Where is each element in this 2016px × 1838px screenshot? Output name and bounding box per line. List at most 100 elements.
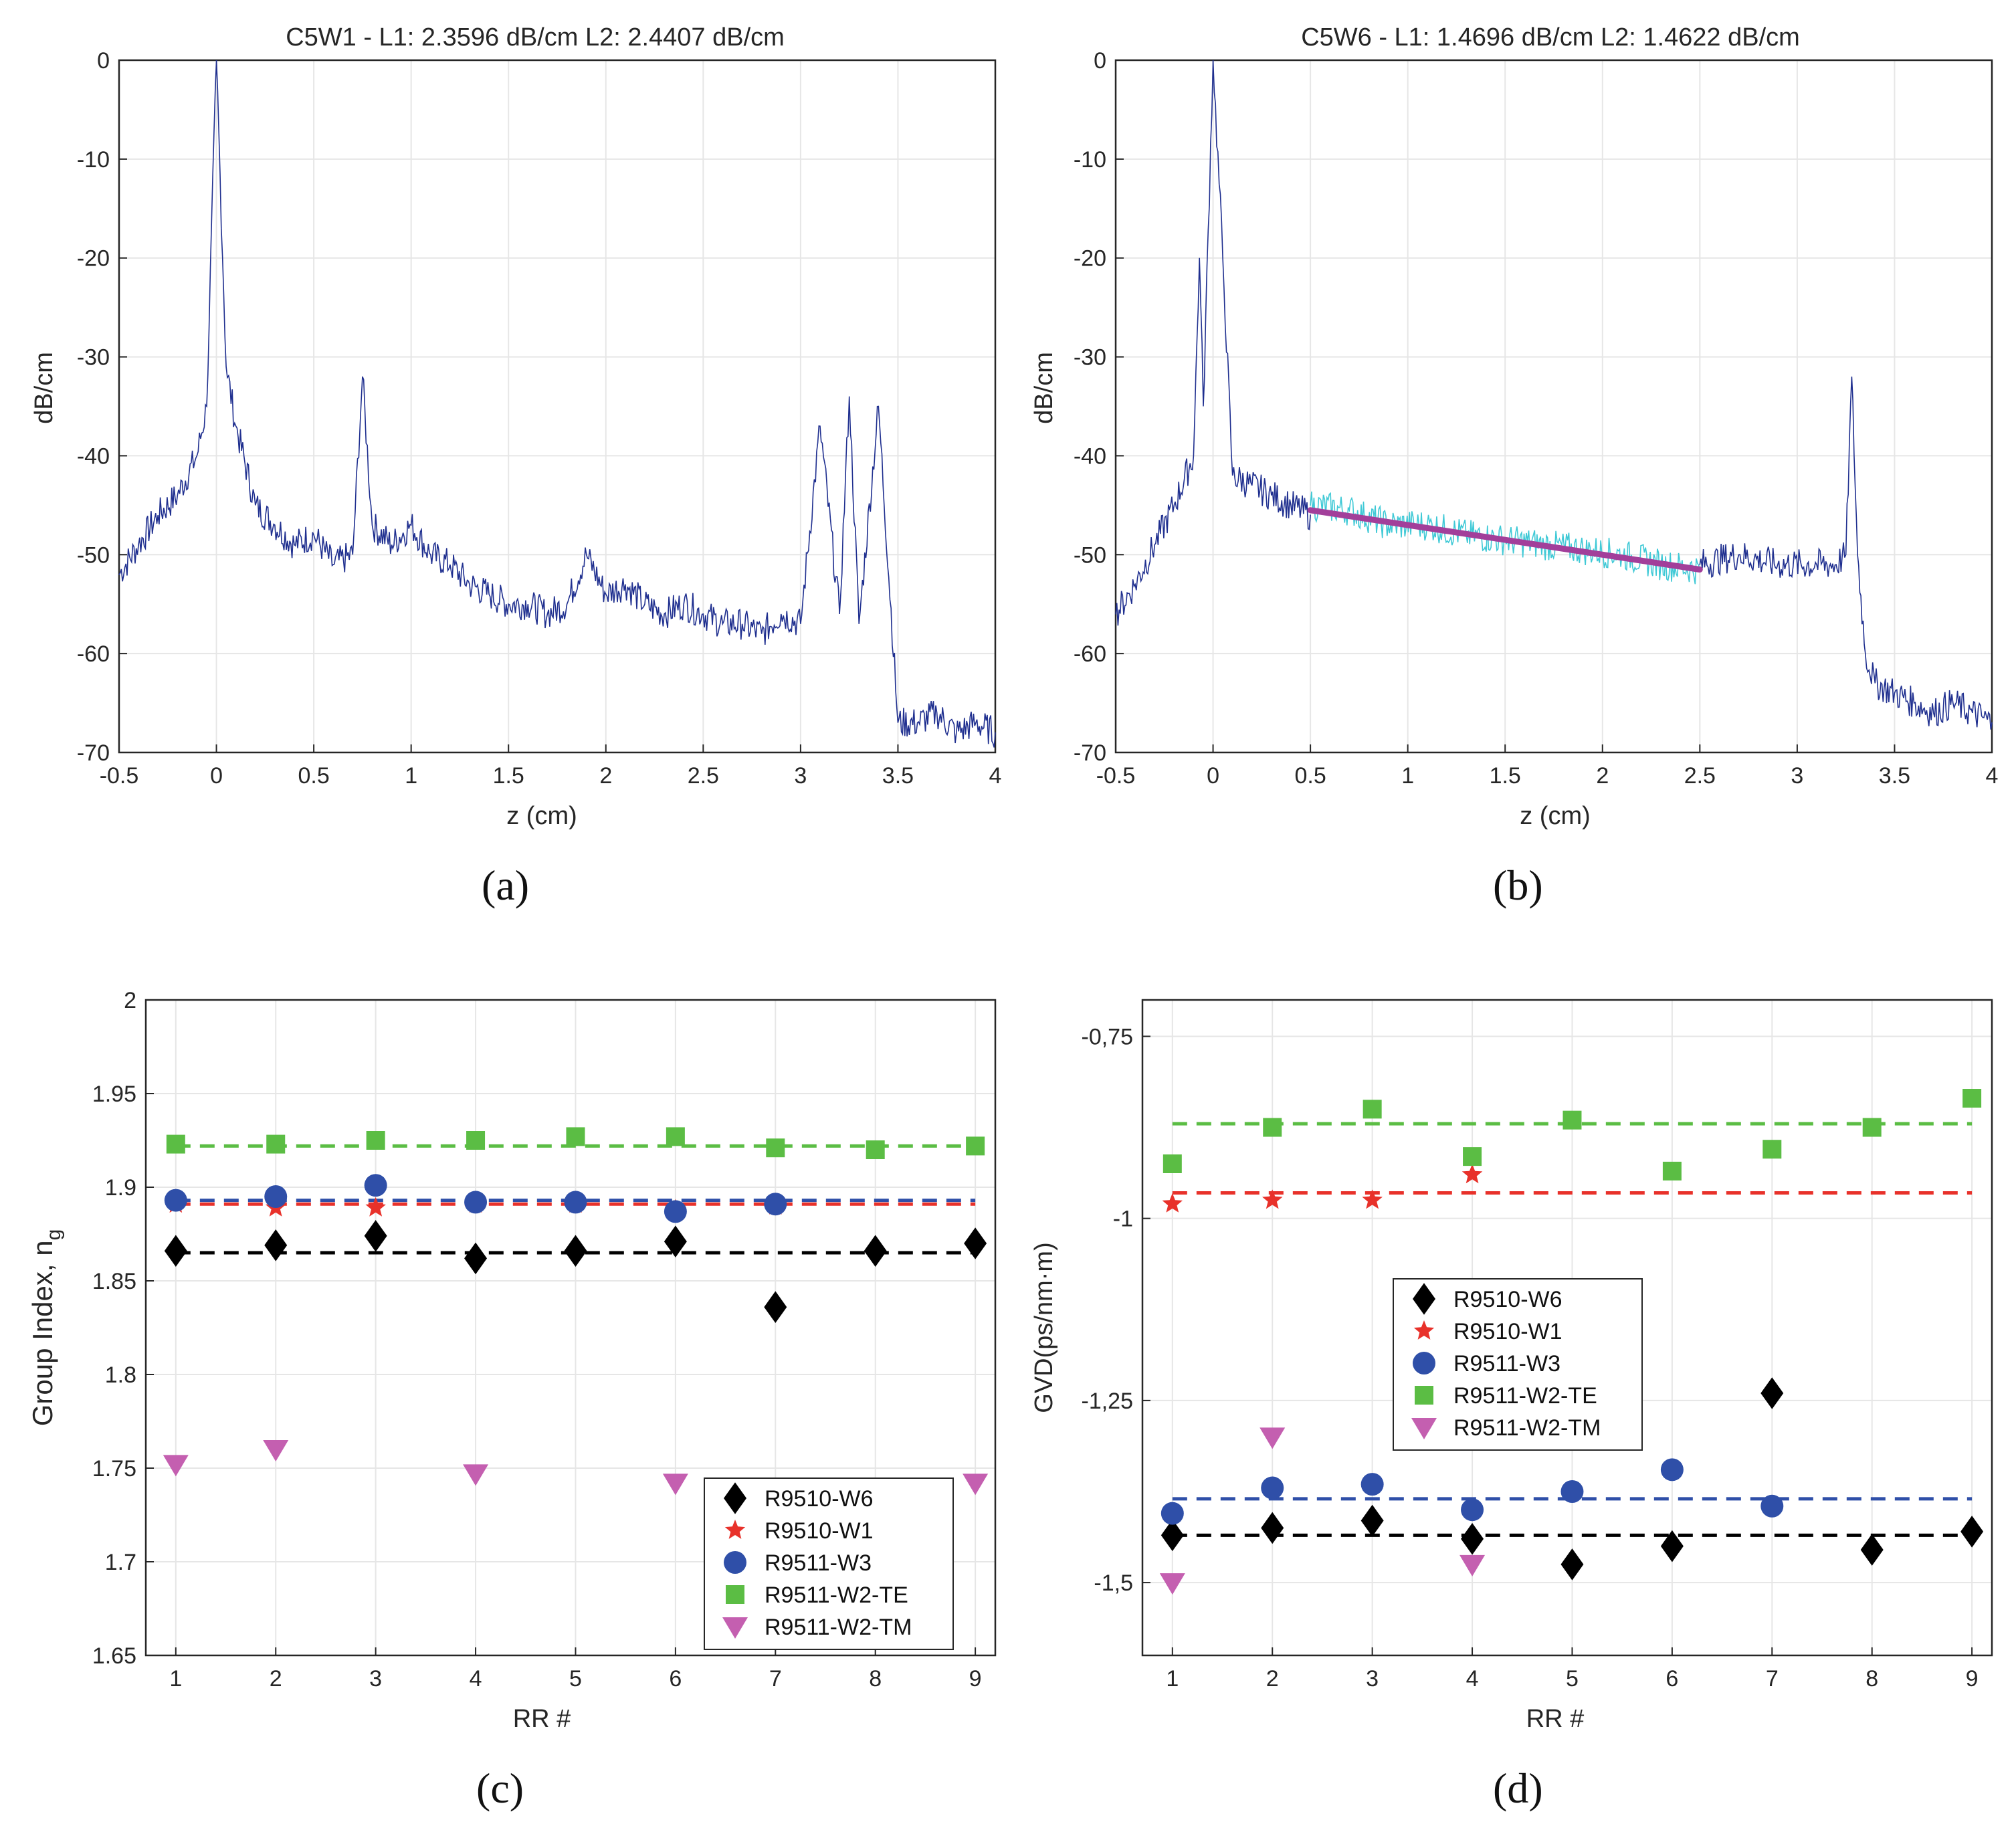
data-point-R9511-W2-TM <box>662 1473 688 1496</box>
data-point-R9511-W3 <box>764 1193 787 1216</box>
legend-marker <box>1413 1352 1435 1374</box>
x-tick-label: 2 <box>1596 763 1609 789</box>
data-point-R9511-W3 <box>164 1189 187 1212</box>
data-point-R9511-W2-TE <box>1862 1118 1882 1137</box>
x-tick-label: 9 <box>969 1666 982 1692</box>
y-tick-label: 1.95 <box>92 1082 136 1107</box>
x-tick-label: 3 <box>1791 763 1803 789</box>
data-point-R9511-W2-TM <box>163 1455 189 1477</box>
y-tick-label: -20 <box>1074 246 1106 272</box>
panel-d-ylabel: GVD(ps/nm·m) <box>1030 1242 1058 1413</box>
y-tick-label: -50 <box>1074 542 1106 568</box>
x-tick-label: 2.5 <box>688 763 719 789</box>
panel-a-xlabel: z (cm) <box>506 802 577 830</box>
data-point-R9510-W6 <box>1261 1512 1284 1544</box>
y-tick-label: -1,5 <box>1094 1570 1133 1596</box>
data-point-R9511-W2-TE <box>1962 1089 1982 1108</box>
x-tick-label: 7 <box>769 1666 782 1692</box>
axes-frame <box>1114 59 1993 754</box>
x-tick-label: 5 <box>569 1666 582 1692</box>
y-tick-label: 1.75 <box>92 1456 136 1482</box>
panel-c-ylabel-sub: g <box>43 1229 65 1241</box>
data-point-R9511-W3 <box>1560 1480 1584 1503</box>
y-tick-label: 0 <box>1094 48 1106 74</box>
y-tick-label: -50 <box>77 542 110 568</box>
x-tick-label: 2 <box>270 1666 282 1692</box>
axes-frame <box>118 59 997 754</box>
legend-label: R9511-W3 <box>1453 1351 1560 1376</box>
y-tick-label: -60 <box>77 641 110 667</box>
data-point-R9511-W2-TE <box>1762 1140 1782 1159</box>
legend-label: R9510-W1 <box>1453 1319 1563 1344</box>
data-point-R9511-W2-TE <box>166 1134 185 1154</box>
x-tick-label: 0.5 <box>1294 763 1326 789</box>
legend-marker <box>1415 1386 1433 1405</box>
legend-label: R9511-W2-TM <box>1453 1415 1601 1441</box>
x-tick-label: 2 <box>1266 1666 1279 1692</box>
x-tick-label: 0 <box>1207 763 1219 789</box>
panel-a: C5W1 - L1: 2.3596 dB/cm L2: 2.4407 dB/cm… <box>30 23 1001 909</box>
data-point-R9511-W3 <box>1760 1494 1784 1518</box>
data-point-R9511-W2-TE <box>866 1140 885 1159</box>
panel-d: RR # GVD(ps/nm·m) (d) 1 2 3 4 5 6 7 8 9 -1,5 -1,25… <box>1030 999 1993 1812</box>
panel-d-xlabel: RR # <box>1526 1705 1585 1733</box>
data-point-R9511-W3 <box>364 1174 387 1197</box>
y-tick-label: -1,25 <box>1082 1389 1134 1414</box>
data-point-R9511-W2-TE <box>266 1134 286 1154</box>
data-point-R9510-W6 <box>1660 1530 1684 1562</box>
legend-marker <box>724 1520 746 1539</box>
y-tick-label: 1.7 <box>105 1550 136 1575</box>
data-point-R9510-W6 <box>1560 1548 1584 1580</box>
data-point-R9511-W2-TE <box>1563 1110 1582 1130</box>
data-point-R9511-W2-TE <box>366 1131 385 1150</box>
data-point-R9510-W6 <box>1860 1534 1884 1566</box>
y-tick-label: -0,75 <box>1082 1024 1134 1049</box>
data-point-R9511-W2-TM <box>1159 1573 1185 1595</box>
plot-area-2: 1 2 3 4 5 6 7 8 9 1.65 1.7 1.75 1.8 1.85 1.9 1.95 2 R9510… <box>92 988 997 1692</box>
y-tick-label: 0 <box>97 48 110 74</box>
data-point-R9511-W2-TE <box>966 1136 985 1156</box>
data-point-R9511-W2-TE <box>1662 1161 1682 1181</box>
y-tick-label: 1.65 <box>92 1643 136 1669</box>
data-point-R9511-W3 <box>1360 1473 1384 1496</box>
x-tick-label: 3 <box>794 763 807 789</box>
data-point-R9510-W6 <box>664 1225 687 1257</box>
y-tick-label: 1.9 <box>105 1175 136 1201</box>
panel-c-xlabel: RR # <box>513 1705 571 1733</box>
data-point-R9511-W2-TE <box>1463 1147 1482 1166</box>
panel-a-ylabel: dB/cm <box>30 352 58 424</box>
x-tick-label: 4 <box>989 763 1002 789</box>
axes-frame <box>144 999 997 1657</box>
data-point-R9511-W2-TE <box>666 1127 685 1146</box>
series-line-trace <box>118 60 996 748</box>
x-tick-label: 1 <box>405 763 417 789</box>
data-point-R9510-W1 <box>1162 1193 1183 1213</box>
x-tick-label: -0.5 <box>1096 763 1136 789</box>
plot-area-1: -0.5 0 0.5 1 1.5 2 2.5 3 3.5 4 -70 -60 -50 -40 -30 -20 -… <box>1074 48 1999 789</box>
data-point-R9510-W6 <box>364 1220 387 1252</box>
series-line-linear-fit <box>1307 507 1703 573</box>
legend-label: R9510-W1 <box>765 1518 874 1544</box>
x-tick-label: 4 <box>470 1666 482 1692</box>
data-point-R9511-W3 <box>1161 1502 1184 1525</box>
data-point-R9511-W3 <box>264 1185 288 1208</box>
legend-label: R9510-W6 <box>765 1486 874 1512</box>
x-tick-label: 3.5 <box>1879 763 1910 789</box>
panel-b-letter: (b) <box>1493 861 1543 909</box>
x-tick-label: 6 <box>1666 1666 1678 1692</box>
data-point-R9510-W6 <box>1161 1519 1184 1552</box>
y-tick-label: -70 <box>1074 740 1106 766</box>
legend-marker <box>726 1585 744 1604</box>
x-tick-label: 1 <box>169 1666 182 1692</box>
data-point-R9510-W6 <box>464 1242 488 1275</box>
data-point-R9510-W6 <box>1960 1516 1984 1548</box>
x-tick-label: 6 <box>669 1666 682 1692</box>
data-point-R9510-W6 <box>964 1227 987 1259</box>
data-point-R9511-W3 <box>664 1200 687 1223</box>
panel-b-title: C5W6 - L1: 1.4696 dB/cm L2: 1.4622 dB/cm <box>1301 23 1800 52</box>
data-point-R9510-W6 <box>564 1235 587 1267</box>
legend: R9510-W6 R9510-W1 R9511-W3 R9511-W2-TE R9511… <box>704 1477 954 1650</box>
x-tick-label: 4 <box>1466 1666 1479 1692</box>
data-point-R9511-W3 <box>1660 1458 1684 1482</box>
legend: R9510-W6 R9510-W1 R9511-W3 R9511-W2-TE R9511… <box>1393 1278 1643 1451</box>
